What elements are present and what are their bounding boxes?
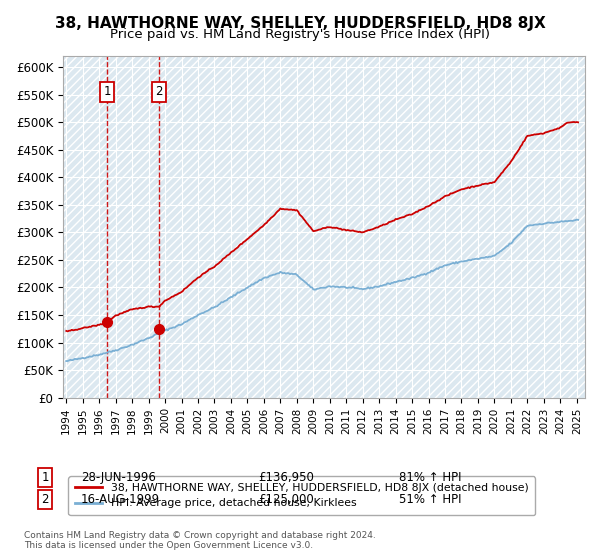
Text: 1: 1	[104, 85, 111, 99]
Text: 1: 1	[41, 470, 49, 484]
Text: 28-JUN-1996: 28-JUN-1996	[81, 470, 156, 484]
Text: 2: 2	[155, 85, 163, 99]
Text: Price paid vs. HM Land Registry's House Price Index (HPI): Price paid vs. HM Land Registry's House …	[110, 28, 490, 41]
Text: £125,000: £125,000	[258, 493, 314, 506]
Text: 38, HAWTHORNE WAY, SHELLEY, HUDDERSFIELD, HD8 8JX: 38, HAWTHORNE WAY, SHELLEY, HUDDERSFIELD…	[55, 16, 545, 31]
Text: 81% ↑ HPI: 81% ↑ HPI	[399, 470, 461, 484]
Text: 51% ↑ HPI: 51% ↑ HPI	[399, 493, 461, 506]
Text: 16-AUG-1999: 16-AUG-1999	[81, 493, 160, 506]
Text: £136,950: £136,950	[258, 470, 314, 484]
Text: 2: 2	[41, 493, 49, 506]
Legend: 38, HAWTHORNE WAY, SHELLEY, HUDDERSFIELD, HD8 8JX (detached house), HPI: Average: 38, HAWTHORNE WAY, SHELLEY, HUDDERSFIELD…	[68, 477, 535, 515]
Text: Contains HM Land Registry data © Crown copyright and database right 2024.
This d: Contains HM Land Registry data © Crown c…	[24, 530, 376, 550]
